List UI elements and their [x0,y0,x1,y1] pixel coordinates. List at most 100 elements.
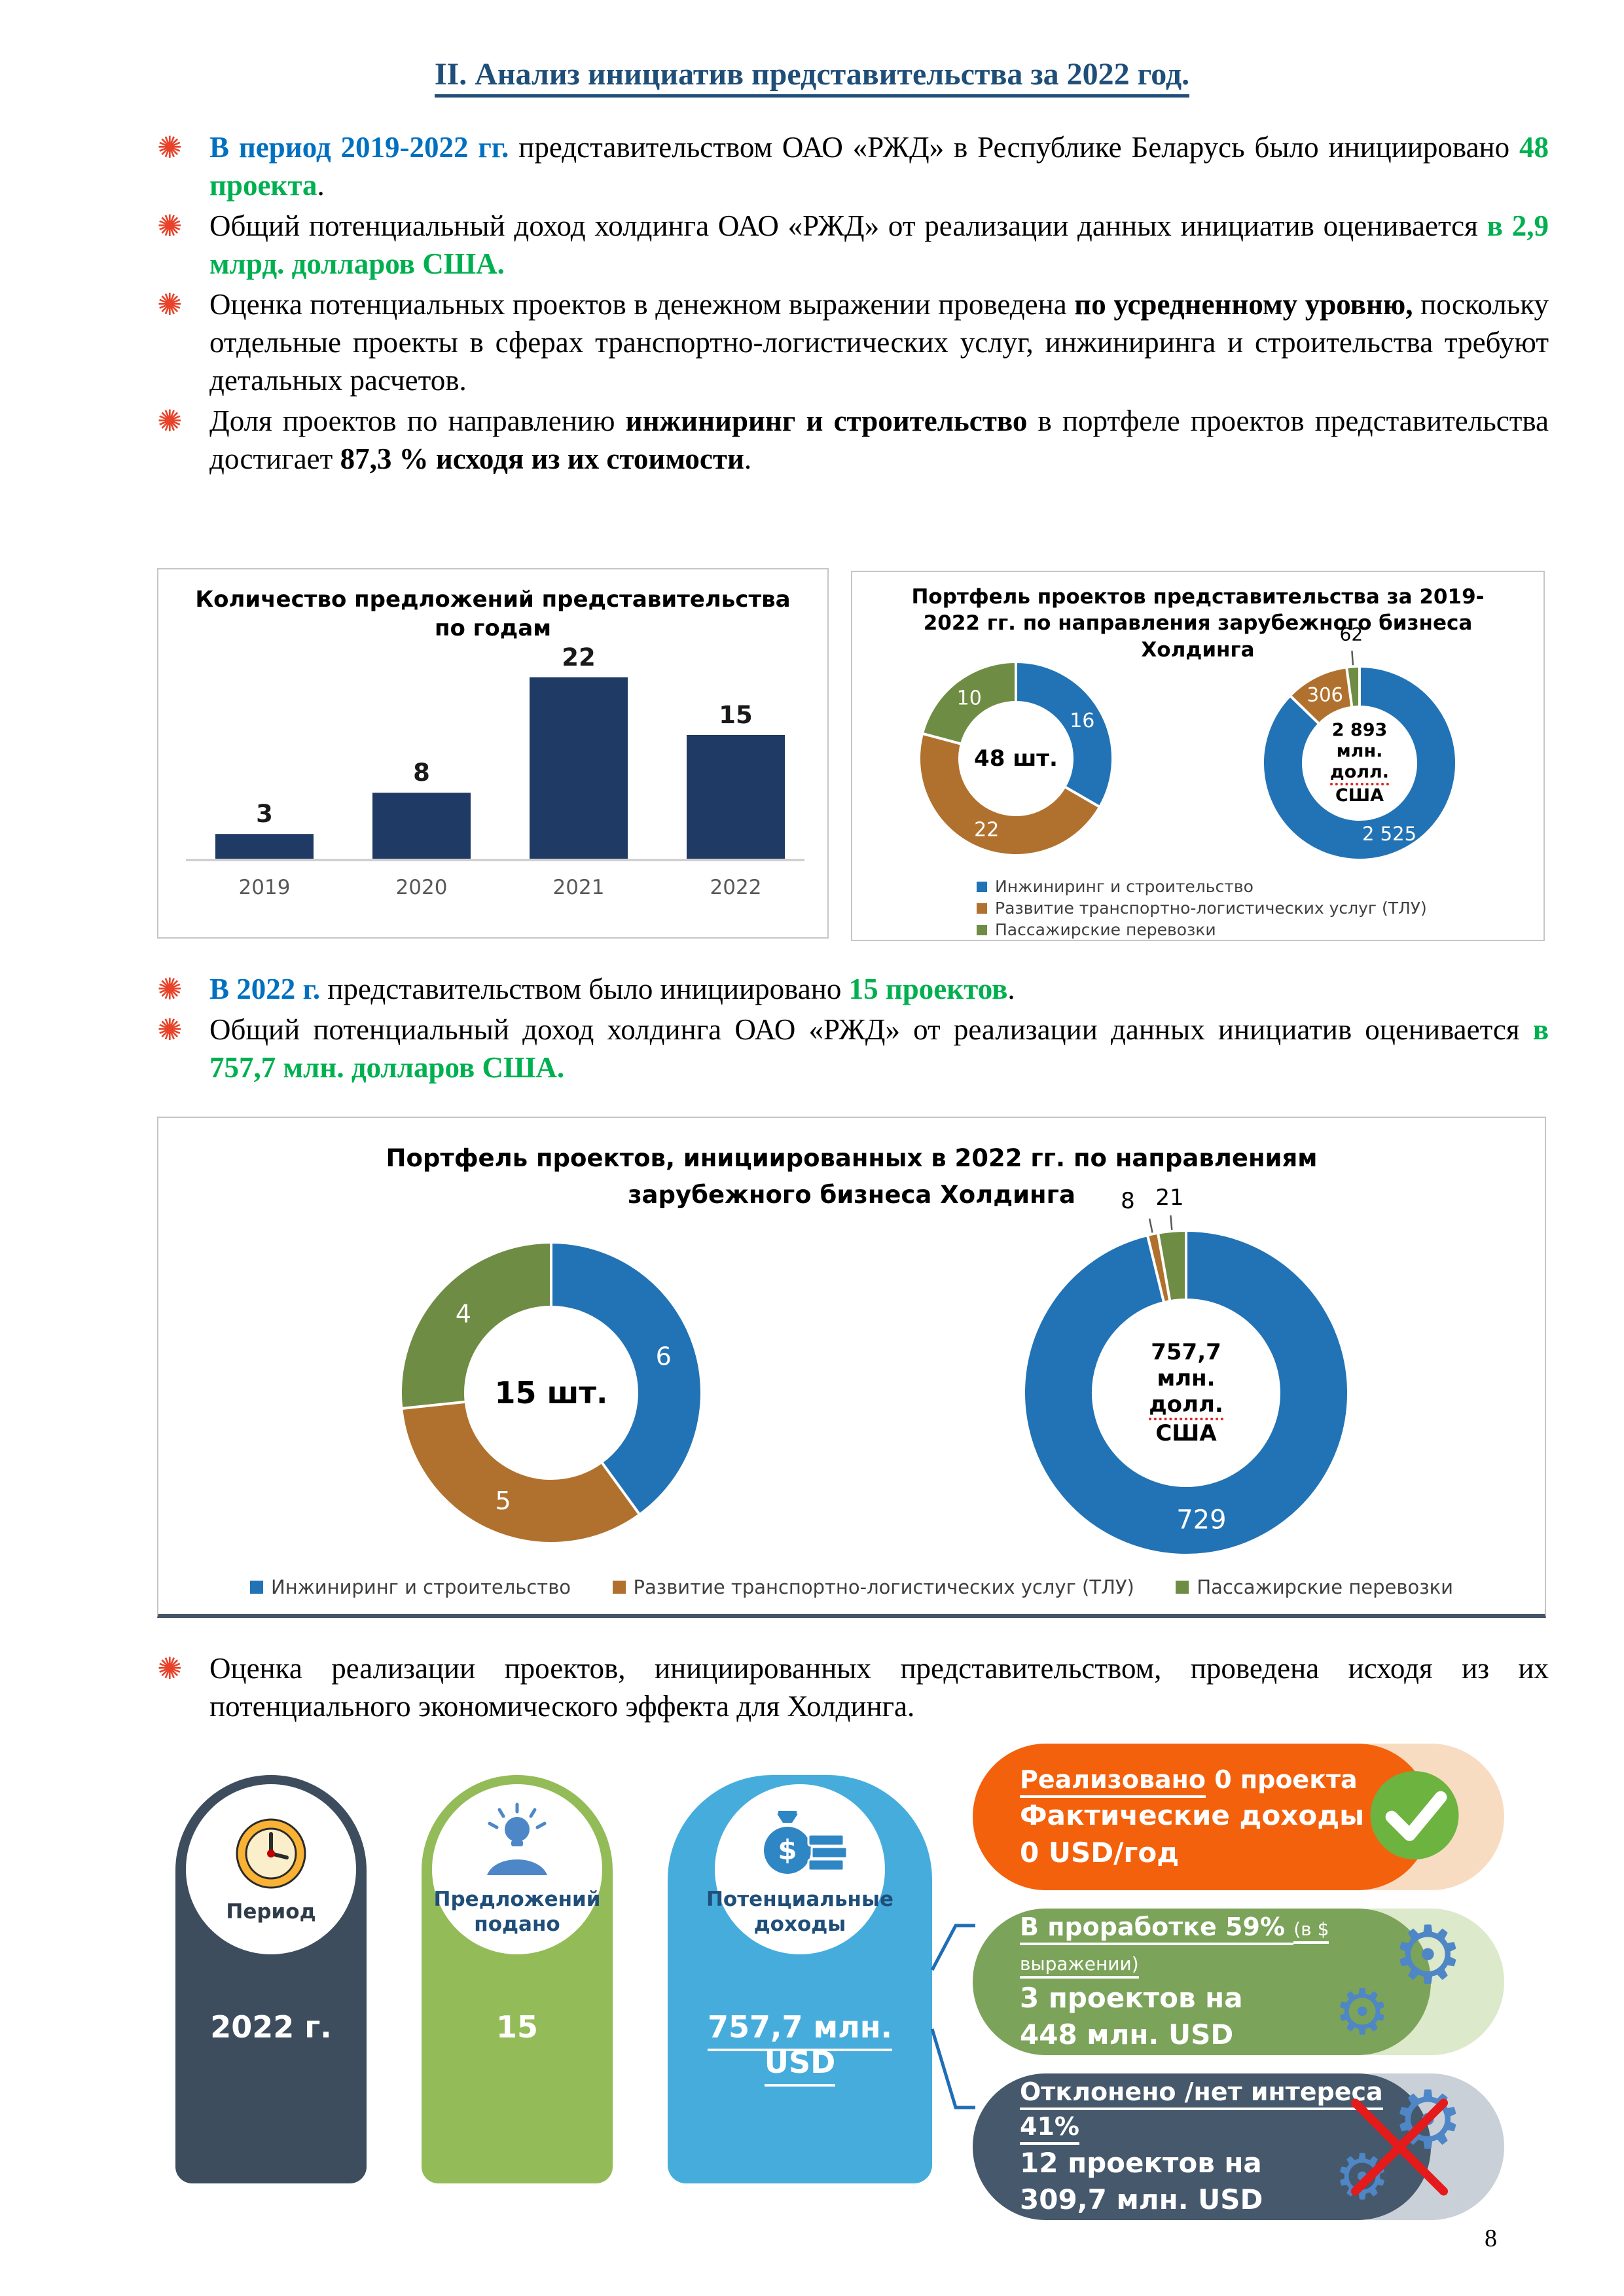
bullet-text: Общий потенциальный доход холдинга ОАО «… [209,1013,1549,1084]
bullet-item: ✺ Оценка реализации проектов, инициирован… [157,1649,1549,1725]
summary-pills: Период 2022 г. Предложений подано 15 $ Потенц… [175,1775,932,2183]
status-bar-body: Отклонено /нет интереса 41% 12 проектов н… [973,2073,1431,2220]
chart-legend: Инжиниринг и строительство Развитие транс… [158,1576,1545,1598]
bar-2019 [215,834,314,859]
status-bar: Отклонено /нет интереса 41% 12 проектов н… [973,2073,1504,2220]
donut-center-label: 15 шт. [465,1307,637,1479]
slice-outer-label: 21 [1155,1185,1183,1211]
pill-value: 757,7 млн. USD [668,2009,932,2087]
bullet-item: ✺ В период 2019-2022 гг. представительств… [157,128,1549,204]
bullet-item: ✺ Оценка потенциальных проектов в денежно… [157,285,1549,399]
donut-2022-count: 6 5 4 15 шт. [374,1216,728,1570]
bullet-list-mid: ✺ В 2022 г. представительством было иници… [157,970,1549,1089]
bullet-list-bottom: ✺ Оценка реализации проектов, инициирован… [157,1649,1549,1728]
legend-item: Развитие транспортно-логистических услуг… [612,1576,1134,1598]
bar-category-label: 2020 [396,876,448,899]
status-bar-line: 12 проектов на [1020,2146,1262,2179]
center-line: 15 шт. [494,1374,608,1410]
slice-label: 22 [974,819,999,842]
status-bar-icon: ⚙⚙ [1333,2080,1464,2212]
legend-swatch [977,881,987,892]
center-line: 2 893 [1331,720,1388,741]
donut-projects-value: 2 525 306 62 2 893 млн. долл. США [1229,623,1490,886]
center-line: млн. [1336,741,1383,762]
donut-center-label: 2 893 млн. долл. США [1303,707,1416,819]
pill-circle: Период [186,1784,356,1954]
bar-value-label: 8 [413,759,430,787]
bullet-text: В период 2019-2022 гг. представительство… [209,131,1549,202]
bar-2021 [530,677,628,859]
bullet-star-icon: ✺ [157,1012,183,1047]
status-bar-icon: ⚙⚙ [1333,1909,1464,2049]
summary-pill: Предложений подано 15 [422,1775,613,2183]
center-line: 757,7 [1151,1338,1221,1365]
pill-value: 15 [496,2009,538,2045]
donut-slice [920,660,1017,746]
slice-label: 10 [957,687,982,710]
gears-crossed-icon: ⚙⚙ [1333,2080,1464,2212]
status-bar-body: Реализовано 0 проекта Фактические доходы 0… [973,1744,1431,1890]
bullet-star-icon: ✺ [157,971,183,1007]
page-title-text: II. Анализ инициатив представительства з… [434,57,1190,98]
slice-label: 729 [1176,1505,1226,1535]
status-bar-line: Фактические доходы [1020,1799,1365,1831]
gears-icon: ⚙ ⚙ [1334,1909,1464,2049]
donut-slice [400,1400,641,1545]
clock-icon [236,1818,306,1889]
status-bar-icon [1365,1767,1464,1868]
portfolio-2022-title: Портфель проектов, инициированных в 2022… [386,1144,1318,1209]
bar-value-label: 22 [562,643,596,672]
legend-item: Пассажирские перевозки [1176,1576,1453,1598]
slice-label: 16 [1070,709,1094,732]
slice-outer-label: 62 [1340,624,1363,645]
page-number: 8 [1485,2225,1497,2252]
legend-item: Инжиниринг и строительство [250,1576,571,1598]
donut-center-label: 48 шт. [960,702,1072,815]
summary-pill: Период 2022 г. [175,1775,367,2183]
slice-label: 4 [456,1300,471,1329]
bar-2020 [372,793,471,859]
pill-label: Период [226,1899,316,1924]
bar-chart-title: Количество предложений представительства… [195,586,791,642]
status-bar-heading: Отклонено /нет интереса 41% [1020,2075,1431,2145]
donut-slice [1015,660,1114,809]
portfolio-2019-2022-box: Портфель проектов представительства за 2… [851,571,1545,941]
status-bar: Реализовано 0 проекта Фактические доходы 0… [973,1744,1504,1890]
bullet-star-icon: ✺ [157,130,183,165]
legend-item: Пассажирские перевозки [977,920,1427,939]
legend-swatch [1176,1581,1189,1594]
bullet-item: ✺ Доля проектов по направлению инжиниринг… [157,402,1549,478]
status-bar-line: 0 USD/год [1020,1836,1180,1869]
bar-chart: 3 2019 8 2020 22 2021 15 2022 [186,643,804,899]
center-line: млн. [1157,1365,1216,1391]
bar-category-label: 2019 [239,876,291,899]
summary-pill: $ Потенциальные доходы 757,7 млн. USD [668,1775,932,2183]
donut-projects-count: 16 22 10 48 шт. [892,634,1140,883]
svg-text:$: $ [778,1834,797,1866]
portfolio-2022-box: Портфель проектов, инициированных в 2022… [157,1117,1546,1618]
legend-swatch [250,1581,263,1594]
status-bar-line: 448 млн. USD [1020,2018,1234,2051]
status-bar: В проработке 59% (в $ выражении) 3 проект… [973,1909,1504,2055]
slice-label: 6 [656,1342,672,1371]
donut-slice [550,1240,703,1516]
legend-swatch [977,903,987,914]
donut-slice [918,732,1102,857]
chart-legend: Инжиниринг и строительство Развитие транс… [977,874,1427,942]
bullet-text: В 2022 г. представительством было иниции… [209,973,1015,1005]
donut-slice [1344,664,1361,709]
portfolio-2019-2022-title: Портфель проектов представительства за 2… [911,585,1485,662]
legend-swatch [977,924,987,935]
slice-label: 2 525 [1362,823,1416,845]
status-bar-line: 3 проектов на [1020,1981,1243,2014]
donut-slice [399,1240,552,1410]
pill-circle: Предложений подано [432,1784,602,1954]
slice-label: 306 [1307,684,1343,706]
center-line: США [1155,1420,1217,1447]
bullet-item: ✺ Общий потенциальный доход холдинга ОАО … [157,1011,1549,1086]
pill-circle: $ Потенциальные доходы [706,1784,893,1954]
bullet-star-icon: ✺ [157,287,183,322]
status-bar-body: В проработке 59% (в $ выражении) 3 проект… [973,1909,1431,2055]
center-line: 48 шт. [974,745,1058,772]
pill-icon: $ [751,1802,849,1884]
